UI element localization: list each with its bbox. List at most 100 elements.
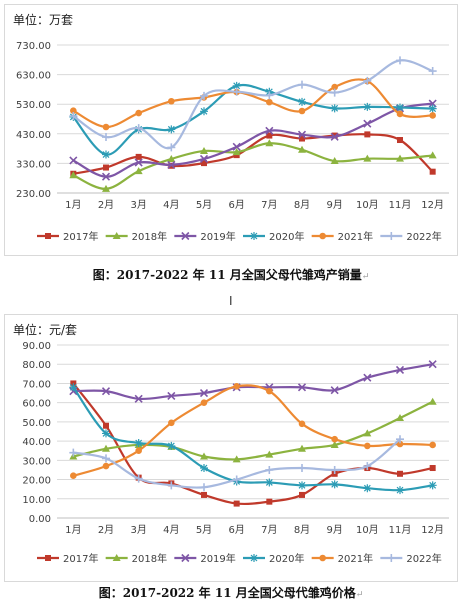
data-point [201,491,207,498]
chart-caption-text: 图：2017-2022 年 11 月全国父母代雏鸡价格 [98,586,356,600]
data-point [200,399,208,406]
data-point [396,103,404,112]
text-cursor-icon: I [229,294,233,308]
data-point [397,470,403,477]
data-point [330,440,339,448]
data-point [363,462,372,471]
data-point [134,474,143,483]
data-point [363,373,372,382]
data-point [330,132,339,141]
data-point [363,102,372,111]
data-point [429,441,436,449]
data-point [330,104,339,113]
y-tick-label: 90.00 [22,341,51,352]
y-tick-label: 330.00 [16,159,51,170]
data-point [69,156,78,165]
data-point [429,168,436,175]
x-tick-label: 6月 [228,524,244,536]
return-mark-icon: ↵ [355,590,364,600]
data-point [199,388,209,398]
legend-label: 2018年 [132,230,167,243]
data-point [428,67,437,76]
data-point [167,391,176,401]
data-point [102,184,110,192]
data-point [396,486,404,495]
x-tick-label: 8月 [294,524,310,536]
data-point [200,483,208,492]
data-point [396,56,404,65]
y-tick-label: 40.00 [22,437,51,448]
legend-marker [319,232,326,240]
x-tick-label: 8月 [294,199,310,211]
x-tick-label: 10月 [356,199,379,211]
data-point [299,491,305,498]
data-point [69,383,78,392]
data-point [69,112,78,121]
data-point [134,394,143,403]
x-tick-label: 6月 [228,199,244,211]
data-point [363,119,372,128]
data-point [364,442,371,450]
x-tick-label: 2月 [98,199,114,211]
legend-marker [250,554,258,562]
data-point [395,365,405,375]
y-unit-label: 单位：万套 [13,13,74,27]
data-point [102,462,110,470]
data-point [200,464,208,473]
data-point [298,420,306,428]
y-tick-label: 430.00 [16,130,51,141]
series-line [72,382,433,506]
data-point [135,109,142,117]
data-point [298,145,306,153]
data-point [232,475,241,484]
data-point [103,422,109,429]
data-point [266,132,273,139]
sales-volume-svg: 230.00 330.00 430.00 530.00 630.00 730.00 1月 2月… [16,41,449,243]
data-point [101,172,111,181]
data-point [363,484,372,493]
x-tick-label: 9月 [326,199,342,211]
y-tick-label: 0.00 [29,514,51,525]
legend-marker [319,554,326,562]
legend-marker [181,553,190,563]
series-line [73,363,433,401]
data-point [330,480,339,489]
data-point [102,150,110,159]
data-point [265,91,274,100]
data-point [69,448,78,457]
legend-label: 2020年 [269,230,304,243]
y-tick-label: 80.00 [22,360,51,371]
legend-label: 2021年 [338,552,373,565]
return-mark-icon: ↵ [361,272,370,282]
data-point [201,160,207,167]
data-point [298,464,306,473]
data-point [428,104,437,113]
data-point [70,107,77,115]
x-tick-label: 12月 [421,199,444,211]
x-tick-label: 2月 [98,524,114,536]
x-tick-label: 11月 [389,199,412,211]
data-point [200,452,208,460]
data-point [331,435,338,443]
data-point [330,157,339,165]
data-point [168,419,175,427]
legend-marker [181,231,190,241]
legend-marker [387,554,396,562]
legend-marker [387,232,396,240]
data-point [396,440,404,448]
data-point [232,142,241,151]
data-point [266,498,273,505]
data-point [297,383,307,392]
data-point [265,126,274,135]
x-tick-label: 5月 [196,199,212,211]
data-point [330,88,339,97]
data-point [397,137,403,144]
x-tick-label: 10月 [356,524,379,536]
data-point [167,481,176,490]
x-tick-label: 4月 [163,199,179,211]
data-point [134,158,143,167]
data-point [101,387,111,396]
data-point [364,131,371,138]
price-chart: 单位：元/套 0.00 10.00 20.00 30.00 40.00 50.00 60.0… [4,314,458,582]
y-tick-label: 60.00 [22,399,51,410]
